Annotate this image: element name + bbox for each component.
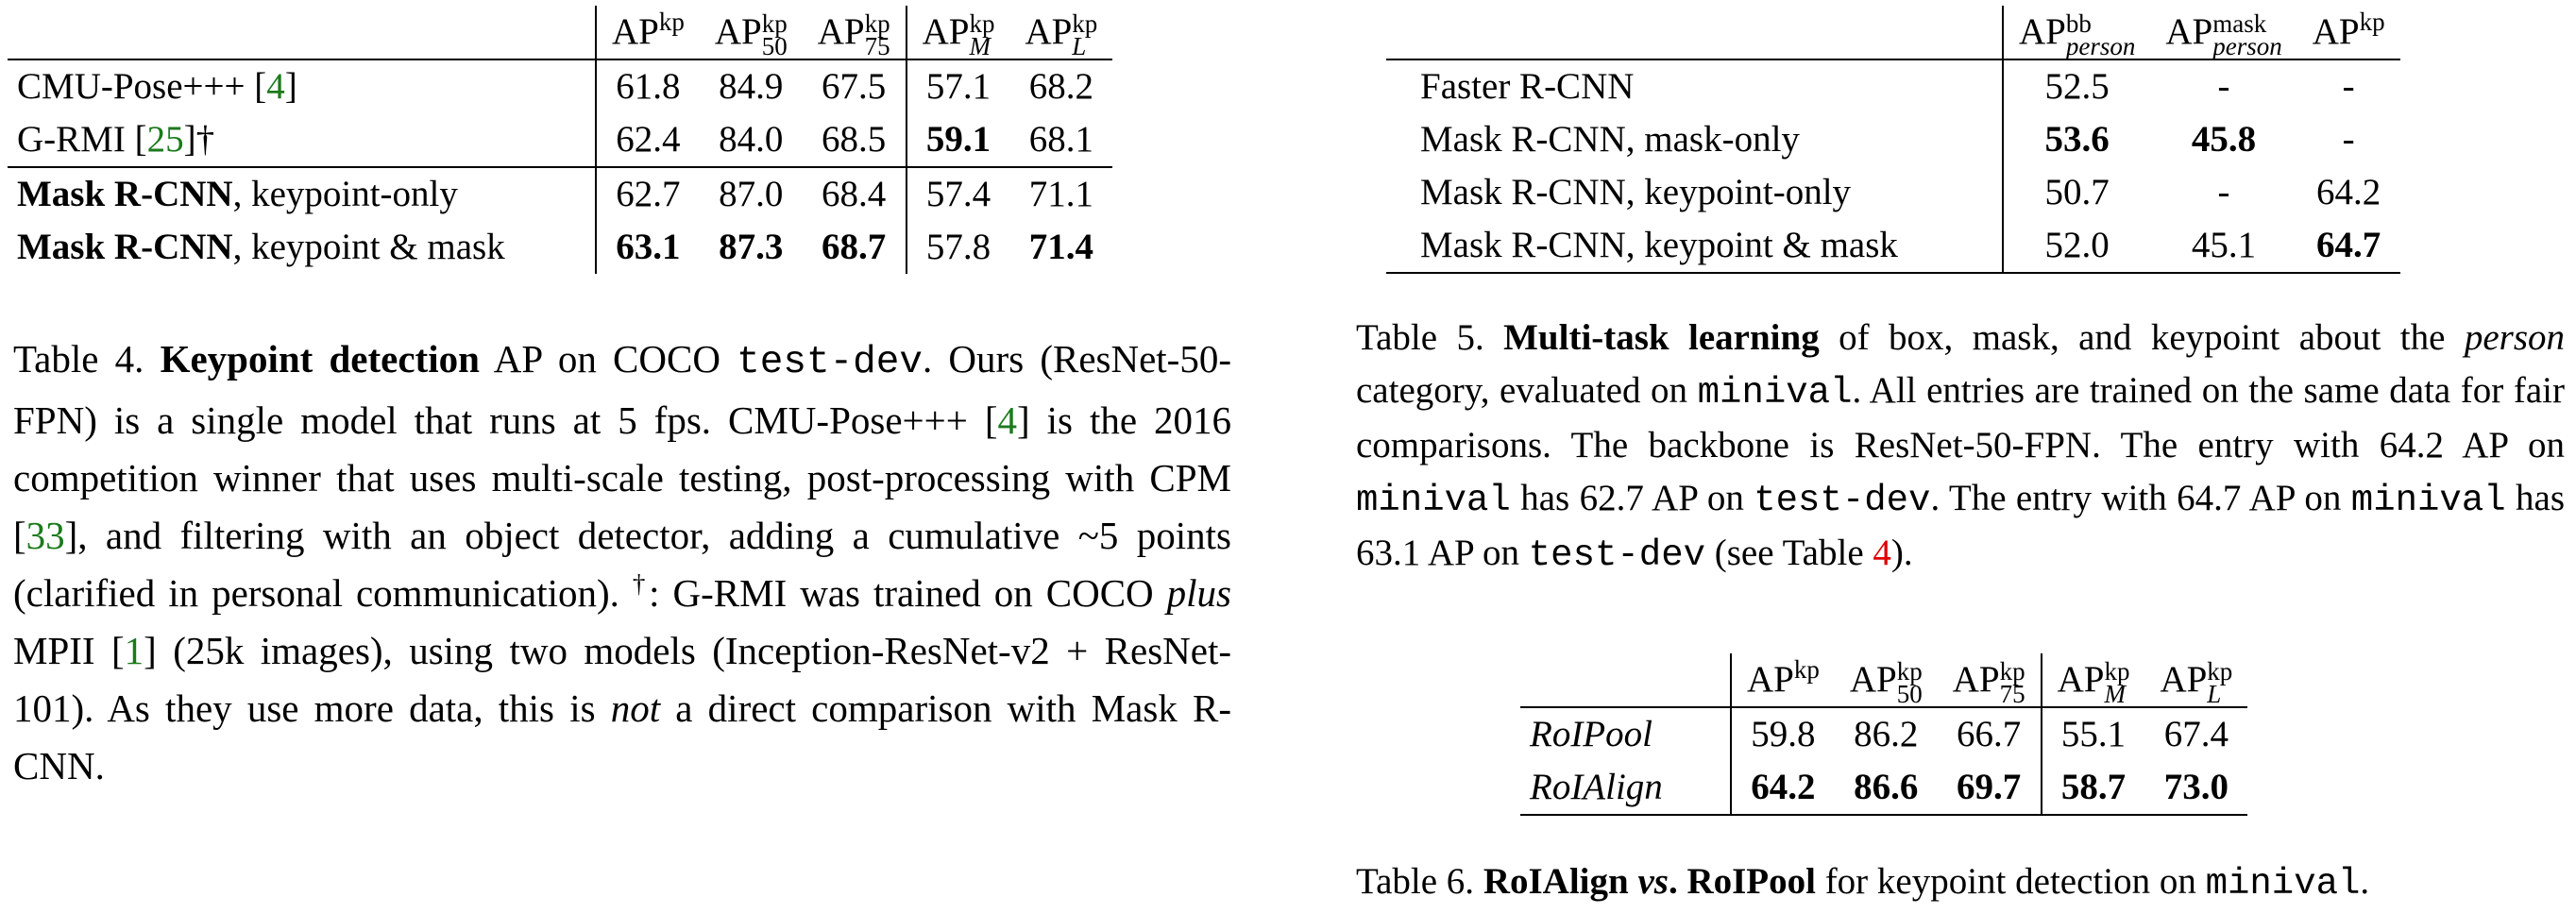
citation-link[interactable]: 25 [146,119,184,160]
citation-link[interactable]: 4 [997,398,1018,442]
table-4-caption: Table 4. Keypoint detection AP on COCO t… [13,337,1232,787]
table-4: APkp AP kp 50 AP kp 75 AP kp M AP kp L CMU-Pose+… [8,6,1113,274]
table-6-caption: Table 6. RoIAlign vs. RoIPool for keypoi… [1356,861,2370,905]
t6-col-apl: AP kp L [2160,657,2233,709]
t5-col-ap-kp: APkp [2312,8,2385,53]
t5-col-ap-bb: AP bb person [2019,9,2136,61]
table-row: G-RMI [25]† 62.4 84.0 68.5 59.1 68.1 [8,113,1113,167]
t4-col-ap50: AP kp 50 [714,9,788,61]
citation-link[interactable]: 33 [25,514,65,557]
t6-col-ap50: AP kp 50 [1849,657,1923,709]
t4-col-apl: AP kp L [1025,9,1098,61]
table-row: Faster R-CNN 52.5 - - [1386,59,2400,113]
table-row: Mask R-CNN, mask-only 53.6 45.8 - [1386,113,2400,166]
table-4-header: APkp AP kp 50 AP kp 75 AP kp M AP kp L [8,6,1113,61]
t4-col-ap: APkp [612,8,685,53]
table-row: RoIAlign 64.2 86.6 69.7 58.7 73.0 [1520,761,2248,815]
table-row: Mask R-CNN, keypoint-only 62.7 87.0 68.4… [8,167,1112,221]
table-ref-link[interactable]: 4 [1873,533,1891,573]
table-row: Mask R-CNN, keypoint & mask 52.0 45.1 64… [1386,219,2400,273]
table-row: Mask R-CNN, keypoint-only 50.7 - 64.2 [1386,166,2400,219]
t6-col-ap75: AP kp 75 [1937,653,2042,707]
table-row: RoIPool 59.8 86.2 66.7 55.1 67.4 [1520,707,2247,761]
table-5-caption: Table 5. Multi-task learning of box, mas… [1356,317,2565,576]
table-row: CMU-Pose+++ [4] 61.8 84.9 67.5 57.1 68.2 [8,59,1112,113]
table-row: Mask R-CNN, keypoint & mask 63.1 87.3 68… [8,221,1112,274]
table-5: AP bb person AP mask person APkp Faster R-CN… [1386,6,2400,274]
table-6: APkp AP kp 50 AP kp 75 AP kp M AP kp L RoIPool 5… [1520,653,2248,816]
t5-col-ap-mask: AP mask person [2165,9,2282,61]
t4-col-apm: AP kp M [922,9,995,61]
citation-link[interactable]: 1 [124,629,144,672]
t6-col-ap: APkp [1747,655,1820,701]
t4-col-ap75: AP kp 75 [802,6,907,59]
table-5-header: AP bb person AP mask person APkp [1386,6,2400,59]
table-6-header: APkp AP kp 50 AP kp 75 AP kp M AP kp L [1520,653,2248,709]
t6-col-apm: AP kp M [2057,657,2130,709]
citation-link[interactable]: 4 [266,66,285,107]
